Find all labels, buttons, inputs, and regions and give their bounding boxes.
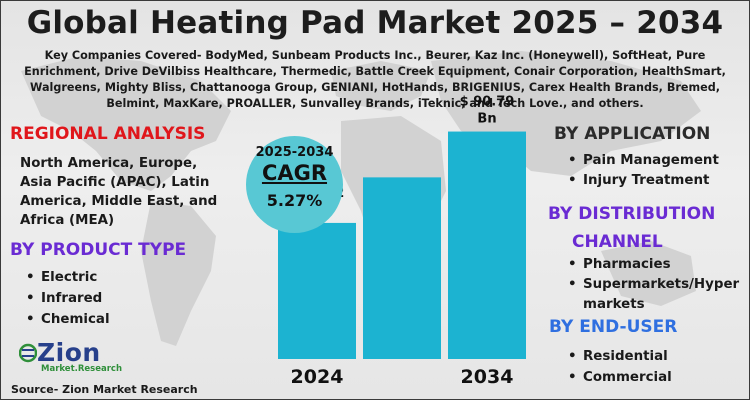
cagr-label: CAGR	[261, 161, 328, 185]
list-item: Infrared	[25, 288, 110, 309]
globe-icon	[19, 343, 37, 363]
distribution-channel-heading: BY DISTRIBUTION CHANNEL	[548, 200, 748, 256]
distribution-channel-list: Pharmacies Supermarkets/Hyper markets	[567, 255, 747, 315]
application-heading: BY APPLICATION	[554, 124, 711, 144]
cagr-period: 2025-2034	[255, 145, 334, 160]
product-type-heading: BY PRODUCT TYPE	[10, 240, 187, 260]
cagr-badge: 2025-2034 CAGR 5.27%	[246, 136, 343, 233]
bar-1	[278, 222, 356, 359]
key-companies-text: Key Companies Covered- BodyMed, Sunbeam …	[24, 49, 726, 110]
source-note: Source- Zion Market Research	[11, 383, 198, 396]
bar-2	[363, 177, 441, 359]
list-item: Residential	[567, 346, 747, 367]
bar-value-label: $ 90.79 Bn	[460, 95, 515, 127]
x-tick-label: 2024	[291, 366, 344, 388]
product-type-list: Electric Infrared Chemical	[25, 267, 110, 330]
list-item: Supermarkets/Hyper markets	[567, 275, 747, 315]
list-item: Chemical	[25, 309, 110, 330]
bar-3	[448, 131, 526, 359]
list-item: Commercial	[567, 367, 747, 388]
regional-analysis-heading: REGIONAL ANALYSIS	[10, 124, 206, 144]
regional-analysis-text: North America, Europe, Asia Pacific (APA…	[20, 156, 218, 228]
zion-logo: Zion Market.Research	[19, 338, 139, 378]
distribution-heading-line2: CHANNEL	[572, 232, 663, 252]
logo-subtitle: Market.Research	[41, 364, 123, 374]
page-title: Global Heating Pad Market 2025 – 2034	[26, 5, 724, 41]
application-list: Pain Management Injury Treatment	[567, 151, 747, 191]
list-item: Electric	[25, 267, 110, 288]
list-item: Pain Management	[567, 151, 747, 171]
distribution-heading-line1: BY DISTRIBUTION	[548, 204, 716, 224]
end-user-heading: BY END-USER	[549, 317, 678, 337]
end-user-list: Residential Commercial	[567, 346, 747, 388]
list-item: Pharmacies	[567, 255, 747, 275]
logo-name: Zion	[37, 338, 101, 367]
cagr-value: 5.27%	[266, 191, 323, 210]
x-tick-label: 2034	[461, 366, 514, 388]
list-item: Injury Treatment	[567, 171, 747, 191]
